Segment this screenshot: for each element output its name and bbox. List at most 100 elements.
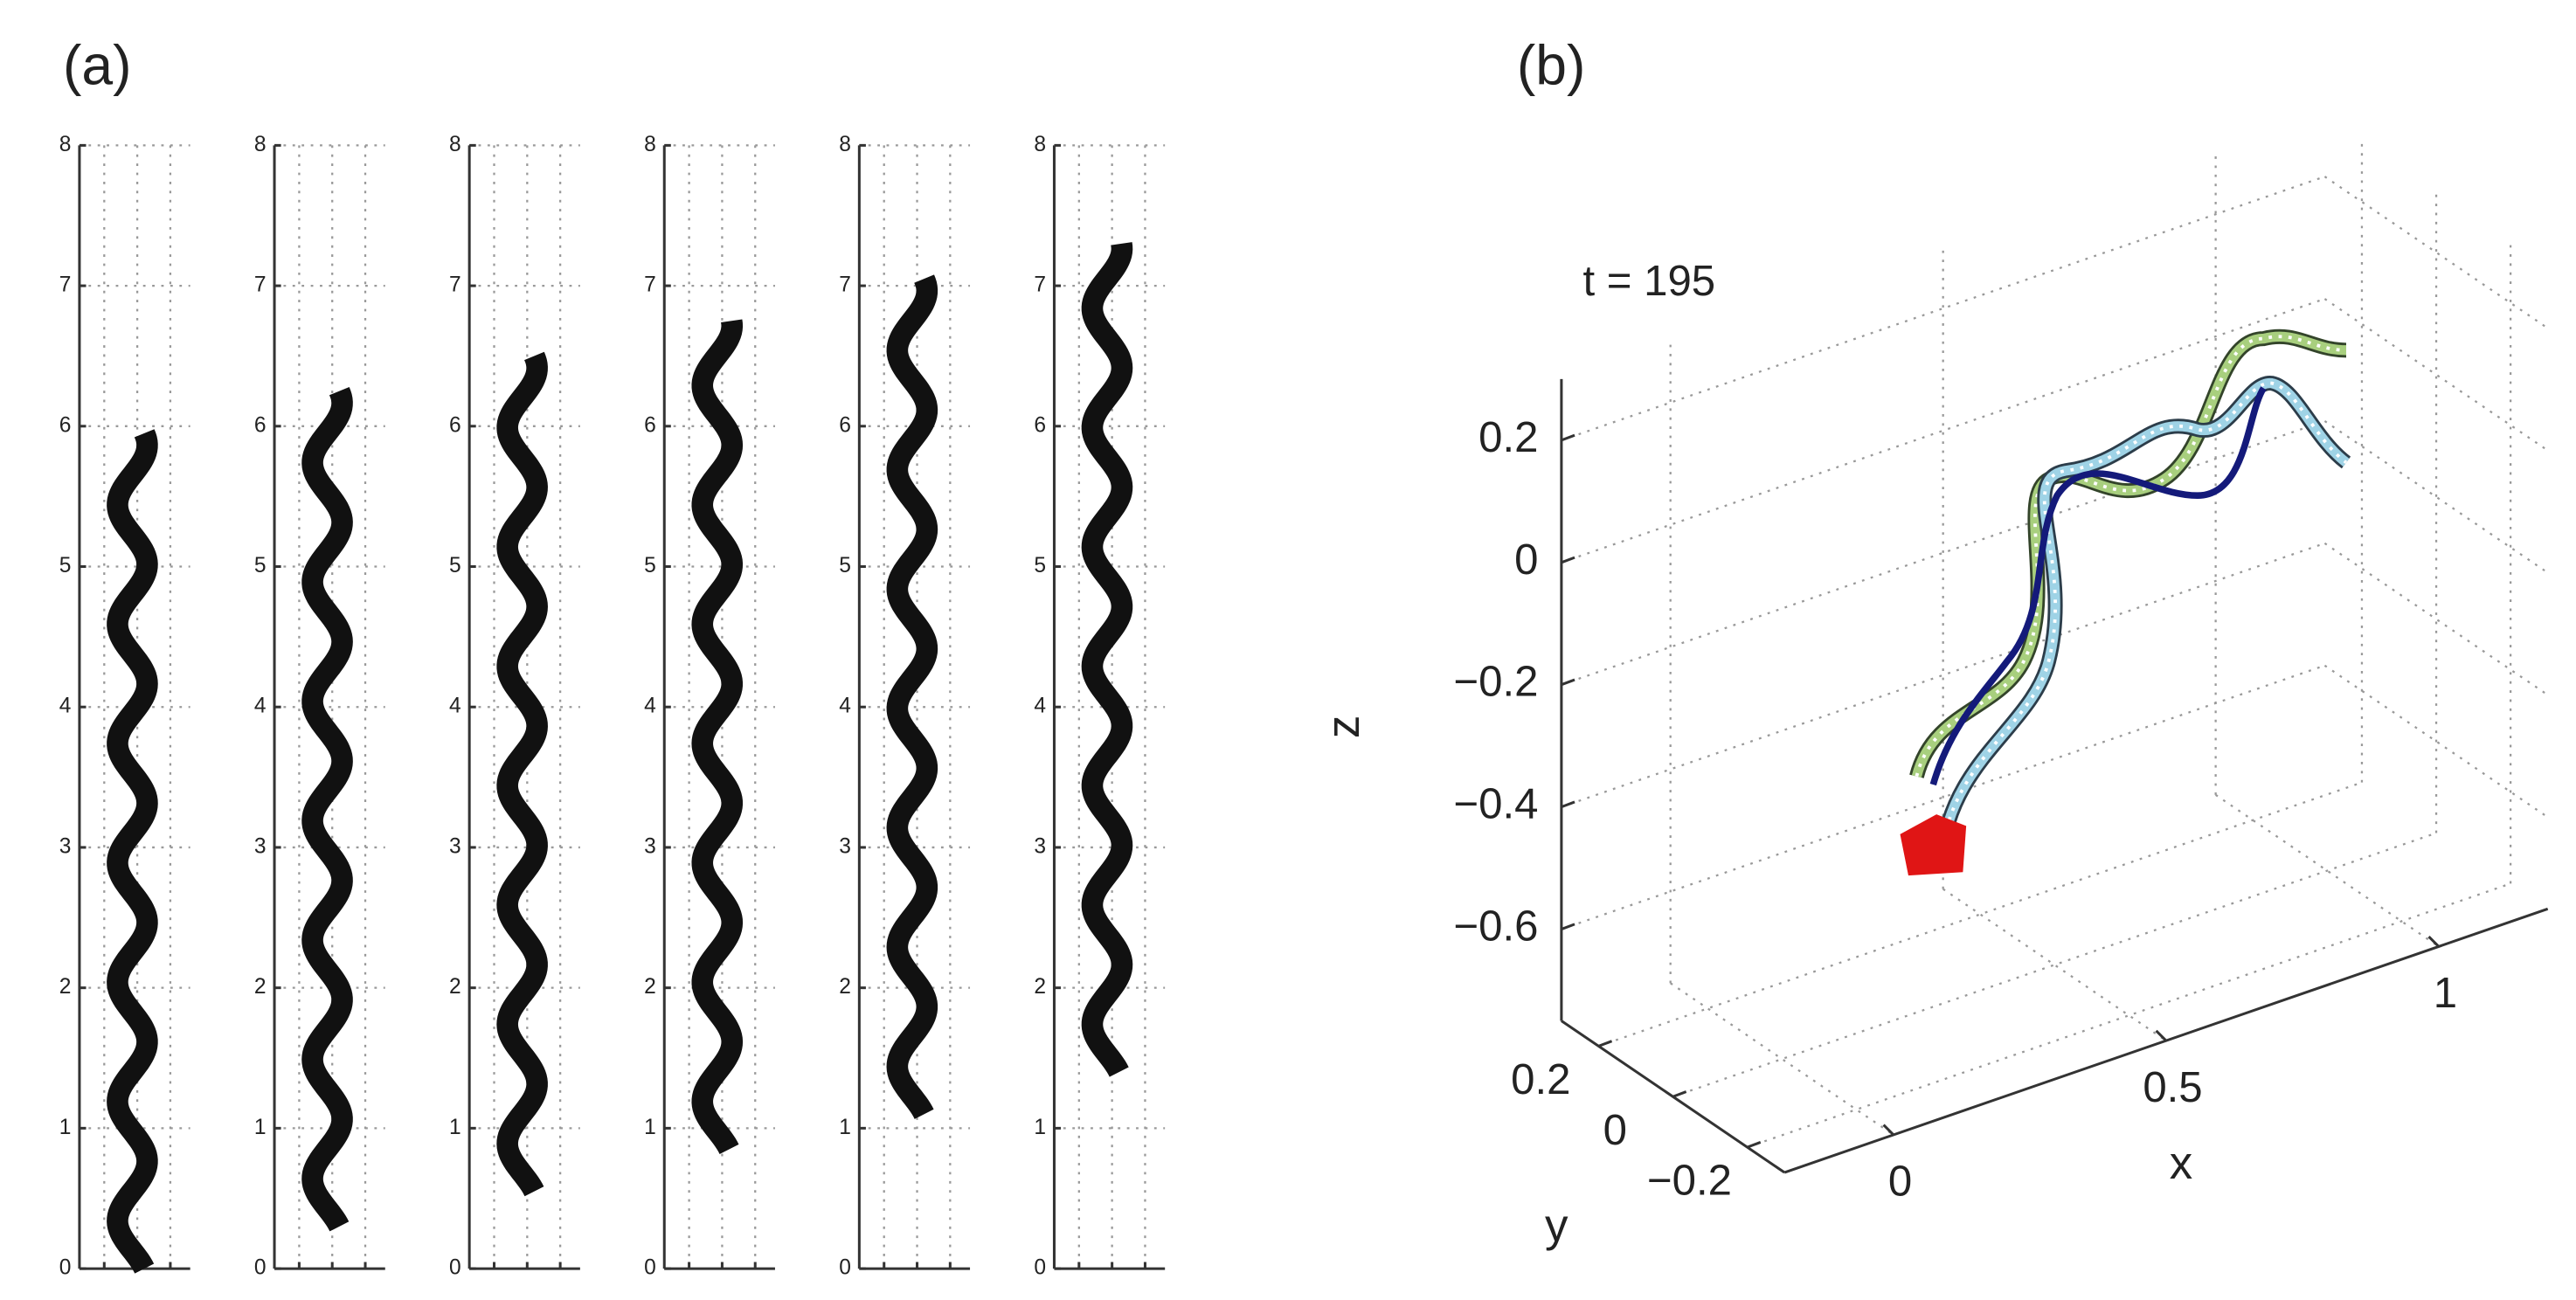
worm [1081, 242, 1133, 1077]
tick-mark [1561, 556, 1575, 564]
curve-dots [1939, 381, 2348, 860]
z-tick-label: −0.4 [1453, 781, 1538, 828]
tick-mark [1561, 923, 1575, 930]
y-tick-label: 7 [449, 273, 461, 297]
grid-line [1561, 176, 2325, 441]
grid-line [1561, 664, 2325, 930]
tick-mark [1882, 1124, 1895, 1136]
y-tick-label: 2 [254, 975, 267, 999]
y-tick-label: 1 [254, 1116, 267, 1139]
y-tick-label: 0 [644, 1256, 656, 1280]
tick-mark [1561, 678, 1575, 687]
z-axis-label: z [1318, 716, 1369, 738]
y-tick-label: 7 [59, 273, 72, 297]
grid-line [1942, 888, 2167, 1042]
grid-line [2323, 542, 2549, 696]
y-tick-label: 7 [1034, 273, 1046, 297]
y-axis-label: y [1545, 1200, 1568, 1252]
y-tick-label: 8 [449, 133, 461, 156]
y-tick-label: 3 [644, 834, 656, 858]
worm [301, 386, 353, 1232]
y-tick-label: 1 [644, 1116, 656, 1139]
tick-mark [1672, 1090, 1687, 1098]
worm [107, 429, 158, 1274]
curve-dots [1915, 335, 2347, 778]
worm [886, 274, 938, 1119]
x-axis-label: x [2170, 1138, 2192, 1189]
x-tick-label: 1 [2434, 970, 2457, 1017]
y-tick-label: 4 [254, 695, 267, 718]
y-tick-label: 8 [1034, 133, 1046, 156]
z-tick-label: 0 [1514, 536, 1538, 584]
y-tick-label: 3 [449, 834, 461, 858]
y-tick-label: 3 [254, 834, 267, 858]
y-tick-label: 1 [1034, 1116, 1046, 1139]
y-tick-label: 0 [1034, 1256, 1046, 1280]
y-tick-label: 0 [449, 1256, 461, 1280]
tick-mark [2427, 935, 2440, 948]
y-tick-label: 8 [839, 133, 851, 156]
y-tick-label: 4 [839, 695, 851, 718]
z-tick-label: −0.6 [1453, 903, 1538, 951]
y-tick-label: 2 [644, 975, 656, 999]
x-tick-label: 0 [1888, 1158, 1912, 1206]
grid-line [2323, 298, 2549, 452]
y-tick-label: 5 [644, 554, 656, 577]
y-tick-label: 5 [254, 554, 267, 577]
tick-mark [2155, 1029, 2167, 1042]
y-tick-label: 6 [839, 413, 851, 437]
y-tick-label: 6 [644, 413, 656, 437]
trajectories [1900, 328, 2351, 876]
grid-line [1561, 419, 2325, 686]
curve-outline [1909, 328, 2347, 779]
y-tick-label: 5 [59, 554, 72, 577]
y-tick-label: 0 [254, 1256, 267, 1280]
grid-line [1561, 542, 2325, 808]
y-tick-label: 7 [644, 273, 656, 297]
grid-line [1670, 982, 1894, 1136]
y-tick-label: 2 [59, 975, 72, 999]
tick-mark [1747, 1141, 1762, 1149]
y-tick-label: 4 [1034, 695, 1046, 718]
panel-label: (b) [1517, 33, 1586, 96]
y-tick-label: 8 [644, 133, 656, 156]
y-tick-label: 6 [254, 413, 267, 437]
tick-mark [1561, 433, 1575, 442]
y-tick-label: 8 [59, 133, 72, 156]
base-blob [1900, 814, 1967, 876]
tick-mark [1561, 800, 1575, 809]
worm [496, 351, 548, 1197]
y-tick-label: 0.2 [1511, 1056, 1570, 1103]
y-tick-label: 5 [839, 554, 851, 577]
y-tick-label: 2 [1034, 975, 1046, 999]
y-tick-label: 4 [644, 695, 656, 718]
y-tick-label: 3 [839, 834, 851, 858]
y-tick-label: 7 [839, 273, 851, 297]
y-tick-label: 1 [839, 1116, 851, 1139]
y-tick-label: 6 [59, 413, 72, 437]
y-tick-label: 0 [1603, 1107, 1627, 1154]
y-tick-label: 0 [59, 1256, 72, 1280]
grid-line [1561, 297, 2325, 564]
y-tick-label: 5 [449, 554, 461, 577]
y-tick-label: 4 [59, 695, 72, 718]
z-tick-label: −0.2 [1453, 659, 1538, 706]
y-tick-label: 2 [449, 975, 461, 999]
z-tick-label: 0.2 [1478, 414, 1538, 461]
y-tick-label: 1 [449, 1116, 461, 1139]
tick-mark [1597, 1040, 1613, 1048]
y-tick-label: 7 [254, 273, 267, 297]
grid-line [1598, 781, 2363, 1048]
y-tick-label: −0.2 [1647, 1158, 1732, 1205]
panel-label: (a) [63, 33, 132, 96]
y-tick-label: 5 [1034, 554, 1046, 577]
y-tick-label: 3 [1034, 834, 1046, 858]
y-tick-label: 4 [449, 695, 461, 718]
y-tick-label: 6 [449, 413, 461, 437]
curve-darkblue [1929, 386, 2267, 786]
annotation: t = 195 [1582, 258, 1715, 305]
y-tick-label: 0 [839, 1256, 851, 1280]
curve-outline [1934, 376, 2351, 860]
